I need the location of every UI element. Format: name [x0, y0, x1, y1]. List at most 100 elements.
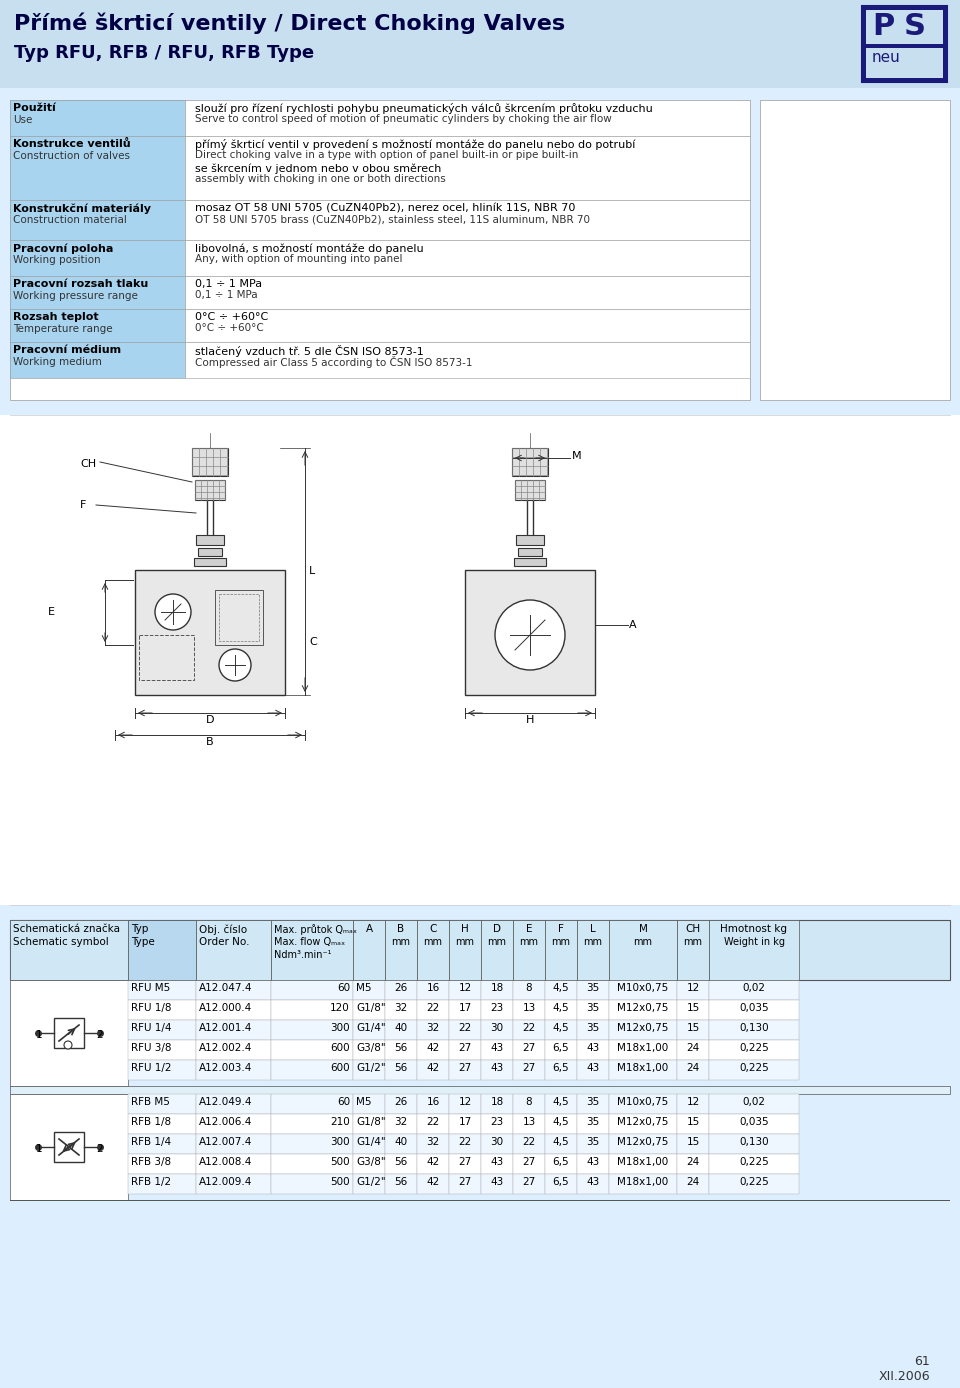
Bar [271, 1060, 353, 1080]
Text: B: B [206, 737, 214, 747]
Bar [196, 1115, 271, 1134]
Bar [677, 1153, 709, 1174]
Text: Construction material: Construction material [13, 215, 127, 225]
Bar [196, 1040, 271, 1060]
Text: 22: 22 [522, 1023, 536, 1033]
Text: Working pressure range: Working pressure range [13, 291, 138, 301]
Text: 40: 40 [395, 1137, 408, 1146]
Bar [513, 1094, 545, 1115]
Bar [353, 999, 385, 1020]
Text: 32: 32 [426, 1137, 440, 1146]
Text: 24: 24 [686, 1063, 700, 1073]
Text: 16: 16 [426, 983, 440, 992]
Text: Max. flow Qₘₐₓ: Max. flow Qₘₐₓ [274, 937, 346, 947]
Text: přímý škrticí ventil v provedení s možností montáže do panelu nebo do potrubí: přímý škrticí ventil v provedení s možno… [195, 139, 636, 150]
Text: L: L [590, 924, 596, 934]
Text: L: L [309, 566, 315, 576]
Text: 43: 43 [587, 1063, 600, 1073]
Text: 15: 15 [686, 1004, 700, 1013]
Text: assembly with choking in one or both directions: assembly with choking in one or both dir… [195, 174, 445, 185]
Bar [10, 276, 185, 310]
Text: 1: 1 [36, 1030, 42, 1040]
Text: 0,02: 0,02 [742, 983, 765, 992]
Text: 30: 30 [491, 1023, 504, 1033]
Bar [417, 1174, 449, 1194]
Text: Schematická značka: Schematická značka [13, 924, 120, 934]
Bar [128, 1040, 196, 1060]
Bar [417, 980, 449, 999]
Text: 35: 35 [587, 1137, 600, 1146]
Bar [677, 980, 709, 999]
Bar [271, 1094, 353, 1115]
Bar [271, 1134, 353, 1153]
Bar [609, 1153, 677, 1174]
Text: Weight in kg: Weight in kg [724, 937, 784, 947]
Text: 24: 24 [686, 1177, 700, 1187]
Bar [709, 1060, 799, 1080]
Bar [449, 1040, 481, 1060]
Text: 500: 500 [330, 1158, 350, 1167]
Text: M: M [638, 924, 647, 934]
Bar [135, 570, 285, 695]
Bar [417, 1094, 449, 1115]
Text: G1/8": G1/8" [356, 1117, 386, 1127]
Bar [353, 1040, 385, 1060]
Bar [577, 920, 609, 980]
Text: 43: 43 [587, 1042, 600, 1053]
Text: RFU M5: RFU M5 [131, 983, 170, 992]
Bar [10, 1085, 950, 1094]
Bar [198, 548, 222, 557]
Bar [609, 980, 677, 999]
Bar [417, 1153, 449, 1174]
Text: Serve to control speed of motion of pneumatic cylinders by choking the air flow: Serve to control speed of motion of pneu… [195, 114, 612, 124]
Bar [417, 999, 449, 1020]
Bar [862, 6, 947, 82]
Bar [353, 1020, 385, 1040]
Bar [385, 1094, 417, 1115]
Bar [185, 341, 750, 378]
Text: 4,5: 4,5 [553, 1004, 569, 1013]
Bar [10, 240, 185, 276]
Bar [128, 1153, 196, 1174]
Bar [481, 1174, 513, 1194]
Text: 27: 27 [522, 1177, 536, 1187]
Bar [449, 1174, 481, 1194]
Text: G1/4": G1/4" [356, 1023, 386, 1033]
Text: Any, with option of mounting into panel: Any, with option of mounting into panel [195, 254, 402, 264]
Text: 500: 500 [330, 1177, 350, 1187]
Text: M5: M5 [356, 1097, 372, 1108]
Bar [449, 1115, 481, 1134]
Bar [513, 1134, 545, 1153]
Bar [385, 980, 417, 999]
Text: Konstrukční materiály: Konstrukční materiály [13, 203, 151, 214]
Bar [577, 1094, 609, 1115]
Text: 0,1 ÷ 1 MPa: 0,1 ÷ 1 MPa [195, 290, 257, 300]
Bar [271, 920, 353, 980]
Bar [194, 558, 226, 566]
Text: M10x0,75: M10x0,75 [617, 983, 668, 992]
Bar [609, 1020, 677, 1040]
Text: stlačený vzduch tř. 5 dle ČSN ISO 8573-1: stlačený vzduch tř. 5 dle ČSN ISO 8573-1 [195, 346, 423, 357]
Text: H: H [526, 715, 534, 725]
Text: 12: 12 [686, 983, 700, 992]
Text: Max. průtok Qₘₐₓ: Max. průtok Qₘₐₓ [274, 924, 357, 936]
Text: G1/2": G1/2" [356, 1177, 386, 1187]
Text: 22: 22 [426, 1004, 440, 1013]
Bar [271, 1153, 353, 1174]
Text: slouží pro řízení rychlosti pohybu pneumatických válců škrcením průtoku vzduchu: slouží pro řízení rychlosti pohybu pneum… [195, 103, 653, 114]
Bar [513, 999, 545, 1020]
Bar [677, 1174, 709, 1194]
Text: A12.001.4: A12.001.4 [199, 1023, 252, 1033]
Text: 24: 24 [686, 1042, 700, 1053]
Bar [866, 10, 943, 44]
Text: M18x1,00: M18x1,00 [617, 1042, 668, 1053]
Bar [185, 240, 750, 276]
Text: 600: 600 [330, 1063, 350, 1073]
Text: 17: 17 [458, 1004, 471, 1013]
Text: M18x1,00: M18x1,00 [617, 1158, 668, 1167]
Text: 27: 27 [522, 1063, 536, 1073]
Text: 1: 1 [36, 1144, 42, 1153]
Text: 4,5: 4,5 [553, 983, 569, 992]
Bar [545, 1094, 577, 1115]
Bar [760, 100, 950, 400]
